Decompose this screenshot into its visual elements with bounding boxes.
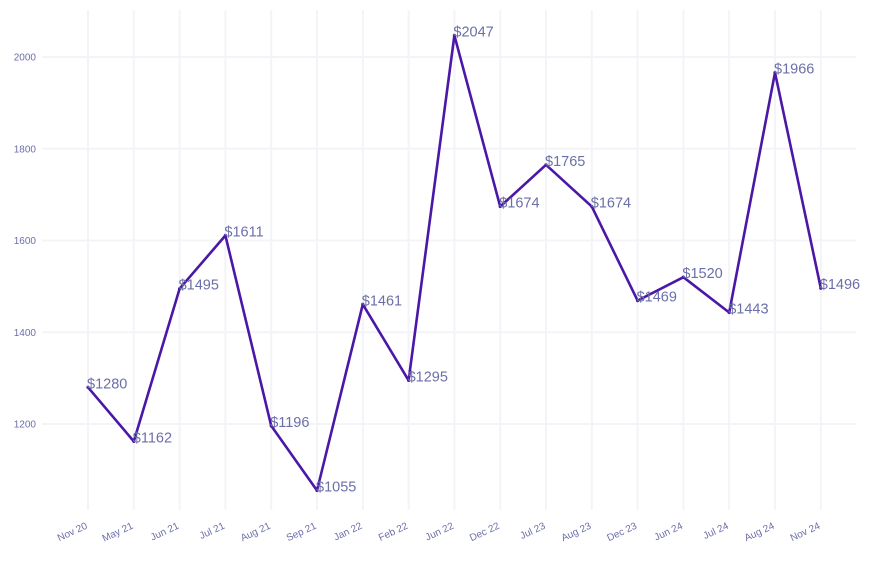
x-tick-label: Jun 24 [653, 521, 685, 544]
y-tick-label: 1600 [14, 236, 37, 247]
x-tick-label: Feb 22 [377, 521, 410, 544]
y-tick-label: 1200 [14, 420, 37, 431]
x-tick-label: Dec 22 [468, 521, 502, 545]
x-tick-label: Jul 21 [198, 521, 227, 542]
data-label: $1611 [224, 224, 263, 240]
data-point [498, 204, 502, 209]
data-label: $1469 [637, 290, 677, 306]
data-point [681, 275, 686, 279]
x-tick-label: Aug 24 [743, 521, 777, 545]
x-axis-ticks: Nov 20 May 21 Jun 21 Jul 21 Aug 21 Sep 21 Jan … [56, 521, 823, 545]
data-label: $1280 [87, 376, 127, 392]
grid-layer [42, 10, 856, 510]
data-point [544, 163, 548, 167]
data-label: $1443 [728, 302, 768, 318]
data-label-layer: $1280 $1162 $1495 $1611 $1196 $1055 $1461 $1295… [87, 24, 860, 495]
data-point [361, 302, 365, 306]
data-label: $1496 [820, 277, 860, 293]
data-point [452, 33, 456, 38]
series-layer [86, 33, 823, 493]
x-tick-label: Dec 23 [606, 521, 640, 545]
y-tick-label: 1800 [14, 144, 37, 155]
x-tick-label: Nov 20 [56, 521, 90, 545]
data-label: $1055 [316, 480, 356, 496]
data-point [773, 70, 777, 75]
data-point [315, 488, 319, 493]
data-point [132, 439, 136, 444]
y-tick-label: 1400 [14, 328, 37, 339]
data-label: $1520 [682, 266, 722, 282]
data-label: $2047 [453, 24, 493, 40]
data-point [727, 310, 731, 315]
data-label: $1461 [362, 293, 402, 309]
x-tick-label: Jul 24 [702, 521, 731, 542]
data-point [269, 424, 273, 428]
x-tick-label: Jan 22 [332, 521, 364, 544]
x-tick-label: Jul 23 [518, 521, 547, 542]
data-point [819, 286, 823, 290]
data-label: $1674 [591, 196, 631, 212]
data-point [86, 385, 90, 389]
data-label: $1295 [408, 369, 448, 385]
data-label: $1495 [179, 278, 219, 294]
data-label: $1674 [499, 196, 539, 212]
x-tick-label: Jun 22 [424, 521, 456, 544]
data-point [590, 204, 594, 209]
x-tick-label: Aug 23 [560, 521, 594, 545]
data-point [223, 233, 227, 238]
y-tick-label: 2000 [14, 53, 37, 64]
x-tick-label: Nov 24 [789, 521, 823, 545]
data-point [636, 298, 640, 303]
data-label: $1966 [774, 62, 814, 78]
x-tick-label: May 21 [101, 521, 136, 545]
data-label: $1162 [133, 430, 172, 446]
data-label: $1765 [545, 154, 585, 170]
data-point [178, 287, 182, 291]
x-tick-label: Aug 21 [239, 521, 273, 545]
x-tick-label: Sep 21 [285, 521, 319, 545]
x-tick-label: Jun 21 [149, 521, 181, 544]
data-point [407, 378, 411, 383]
data-label: $1196 [270, 415, 309, 431]
y-axis-ticks: 1200 1400 1600 1800 2000 [14, 53, 37, 431]
